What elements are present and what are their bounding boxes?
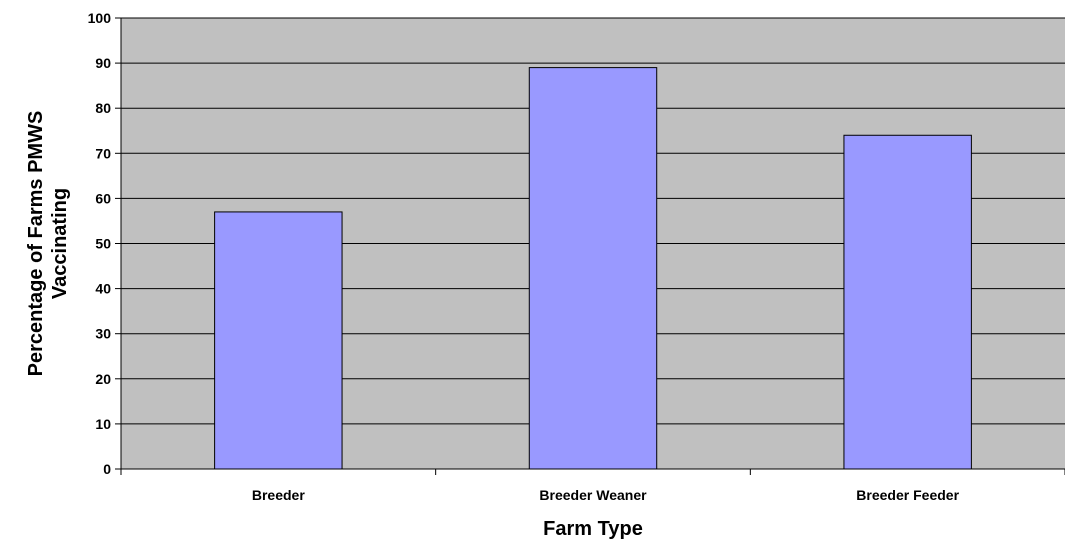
bar-breeder: [214, 211, 343, 470]
x-axis-ticks: Breeder Breeder Weaner Breeder Feeder: [120, 469, 1065, 503]
y-tick-label: 60: [95, 190, 111, 206]
y-tick-label: 90: [95, 55, 111, 71]
y-tick-label: 100: [88, 10, 112, 26]
y-tick-label: 70: [95, 145, 111, 161]
bar-breeder-weaner: [528, 67, 658, 470]
x-tick-label: Breeder: [252, 487, 305, 503]
y-axis-title-line-1: Percentage of Farms PMWS: [25, 111, 47, 377]
y-tick-label: 30: [95, 326, 111, 342]
bars: [214, 67, 972, 470]
y-tick-label: 0: [103, 461, 111, 477]
y-tick-label: 50: [95, 236, 111, 252]
x-tick-label: Breeder Weaner: [539, 487, 647, 503]
x-axis-title: Farm Type: [543, 518, 643, 540]
y-tick-label: 10: [95, 416, 111, 432]
y-tick-label: 40: [95, 281, 111, 297]
y-tick-label: 20: [95, 371, 111, 387]
y-tick-label: 80: [95, 100, 111, 116]
bar-breeder-feeder: [843, 134, 972, 470]
y-axis-ticks: 0 10 20 30 40 50 60 70 80 90 100: [88, 10, 121, 477]
x-tick-label: Breeder Feeder: [856, 487, 959, 503]
y-axis-title-line-2: Vaccinating: [49, 188, 71, 299]
